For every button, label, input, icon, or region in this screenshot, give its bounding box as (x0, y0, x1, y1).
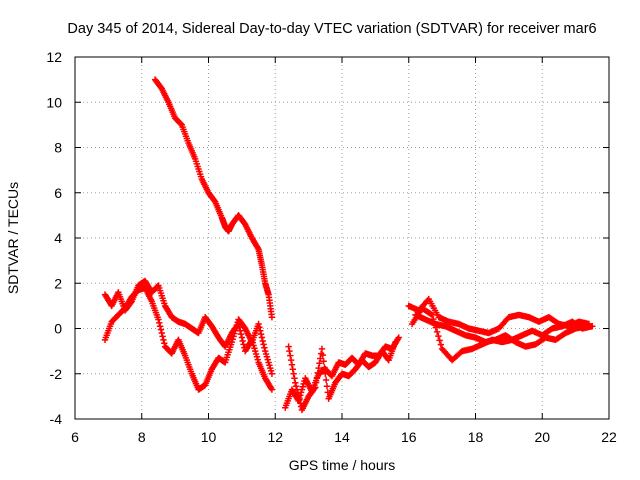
x-tick-label: 8 (138, 429, 146, 445)
x-tick-label: 18 (468, 429, 484, 445)
data-point (589, 323, 596, 330)
y-tick-label: 4 (54, 230, 62, 246)
data-point (321, 364, 328, 371)
data-point (257, 327, 264, 334)
y-tick-label: 8 (54, 140, 62, 156)
data-marks (101, 76, 596, 414)
data-point (395, 334, 402, 341)
data-point (320, 358, 327, 365)
data-point (155, 316, 162, 323)
data-point (268, 313, 276, 321)
data-point (293, 386, 301, 393)
data-point (158, 329, 165, 337)
data-point (289, 366, 296, 373)
data-point (256, 324, 263, 331)
data-point (286, 347, 293, 355)
data-point (435, 332, 442, 340)
data-point (428, 311, 436, 319)
data-point (160, 336, 167, 344)
y-axis-label: SDTVAR / TECUs (5, 182, 21, 294)
data-point (159, 333, 166, 340)
series-falling-arc (151, 76, 276, 321)
data-point (261, 344, 268, 351)
data-point (292, 379, 299, 386)
data-point (319, 351, 327, 359)
series-morning-band-b (101, 284, 276, 393)
data-point (288, 361, 296, 368)
data-point (322, 370, 329, 377)
data-point (287, 352, 294, 359)
data-point (392, 338, 399, 346)
data-point (156, 319, 163, 327)
x-tick-label: 6 (71, 429, 79, 445)
data-point (240, 341, 247, 348)
data-point (427, 310, 435, 318)
data-point (258, 334, 266, 341)
data-point (239, 337, 246, 345)
data-point (316, 360, 323, 367)
data-point (287, 356, 295, 364)
y-tick-label: -2 (50, 366, 63, 382)
data-point (292, 382, 300, 390)
series-midday-b (285, 338, 399, 414)
data-point (291, 375, 298, 382)
x-tick-label: 22 (601, 429, 617, 445)
data-point (322, 376, 330, 384)
x-tick-label: 10 (201, 429, 217, 445)
data-point (433, 328, 441, 336)
data-point (260, 341, 267, 348)
x-tick-label: 12 (267, 429, 283, 445)
x-tick-label: 20 (534, 429, 550, 445)
y-tick-label: -4 (50, 411, 63, 427)
x-tick-label: 14 (334, 429, 350, 445)
data-point (257, 330, 265, 338)
data-point (311, 385, 318, 392)
y-tick-label: 6 (54, 185, 62, 201)
data-point (436, 337, 443, 344)
data-point (296, 396, 303, 403)
data-point (268, 386, 276, 393)
y-tick-label: 12 (46, 49, 62, 65)
data-point (437, 341, 445, 348)
data-point (313, 374, 321, 381)
data-point (237, 330, 245, 338)
chart-title: Day 345 of 2014, Sidereal Day-to-day VTE… (67, 21, 596, 37)
data-point (582, 323, 589, 330)
series-evening-mid (412, 311, 589, 350)
data-point (312, 379, 320, 386)
data-point (259, 337, 266, 345)
data-point (317, 355, 324, 362)
data-point (238, 334, 246, 341)
axis-ticks: 6 8 10 12 14 16 18 20 22 -4 -2 0 2 4 6 8 10 12 (46, 49, 617, 445)
data-point (315, 364, 322, 372)
x-axis-label: GPS time / hours (289, 457, 396, 473)
data-point (314, 369, 322, 377)
data-point (157, 326, 165, 333)
x-tick-label: 16 (401, 429, 417, 445)
data-point (295, 393, 302, 400)
data-point (255, 320, 262, 328)
data-point (312, 384, 319, 391)
data-point (156, 323, 164, 330)
y-tick-label: 2 (54, 275, 62, 291)
data-point (290, 370, 297, 377)
data-point (318, 345, 326, 353)
data-point (268, 370, 276, 377)
y-tick-label: 10 (46, 94, 62, 110)
data-point (285, 343, 292, 350)
data-point (294, 389, 301, 397)
data-point (323, 382, 331, 390)
y-tick-label: 0 (54, 321, 62, 337)
grid (75, 57, 609, 419)
data-point (161, 340, 168, 347)
